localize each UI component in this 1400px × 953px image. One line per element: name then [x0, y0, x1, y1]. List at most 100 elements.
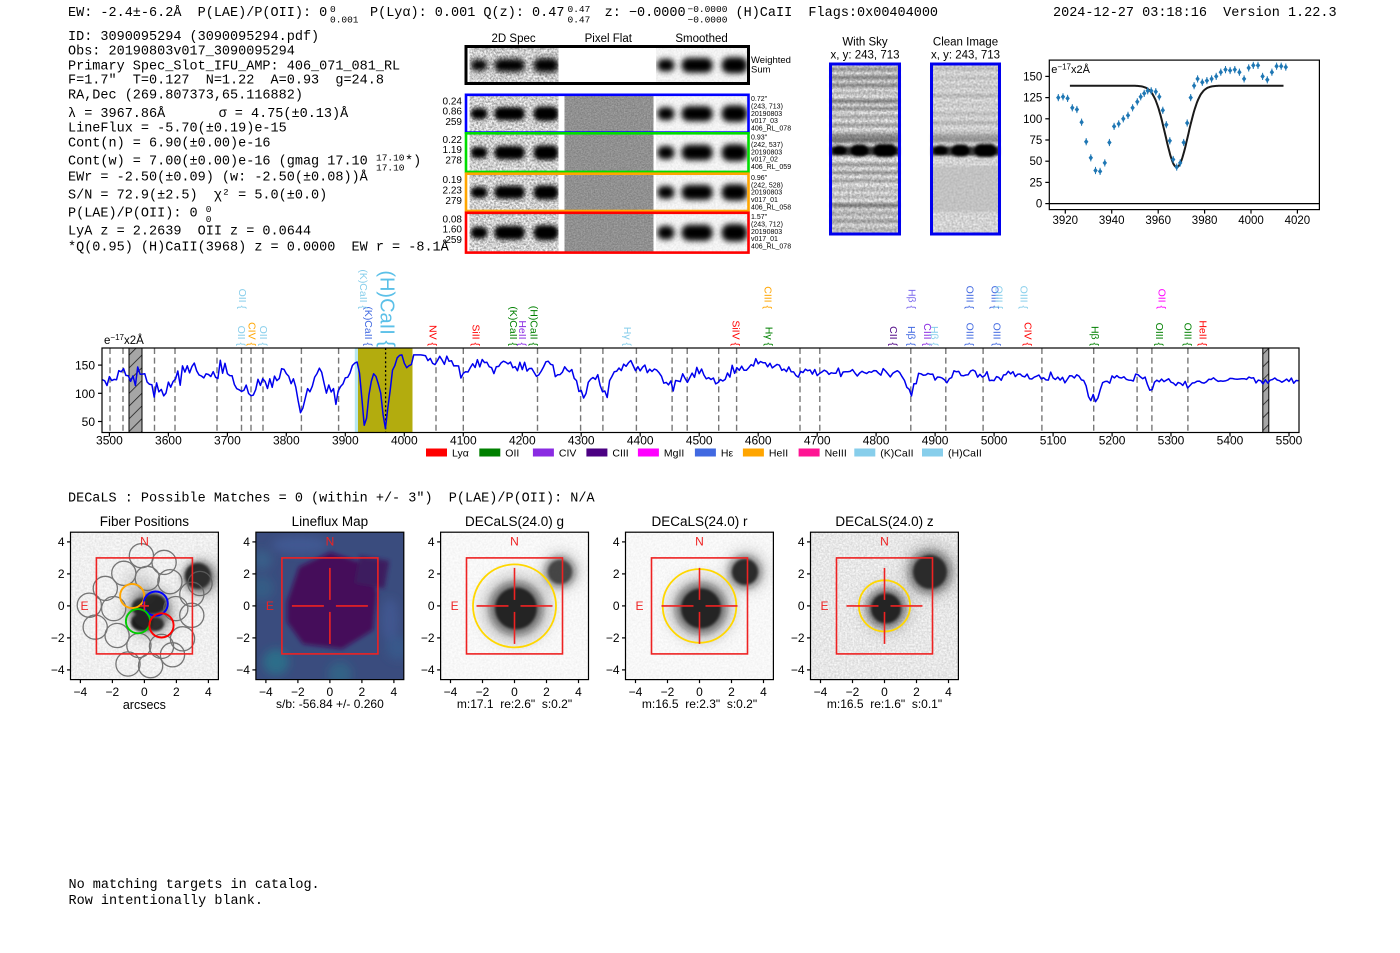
svg-text:OII {: OII {	[235, 326, 247, 347]
svg-text:v017_01: v017_01	[751, 236, 778, 243]
svg-text:2: 2	[613, 567, 620, 581]
svg-text:HeII {: HeII {	[1197, 320, 1209, 346]
svg-text:4900: 4900	[922, 434, 949, 448]
svg-text:(242, 537): (242, 537)	[751, 142, 783, 149]
svg-text:Obs: 20190803v017_3090095294: Obs: 20190803v017_3090095294	[68, 45, 295, 60]
svg-text:m:16.5 re:2.3" s:0.2": m:16.5 re:2.3" s:0.2"	[642, 697, 757, 711]
svg-text:4: 4	[945, 685, 952, 699]
svg-text:m:17.1 re:2.6" s:0.2": m:17.1 re:2.6" s:0.2"	[457, 697, 572, 711]
svg-text:259: 259	[445, 117, 462, 128]
svg-text:Lyα: Lyα	[452, 448, 469, 460]
svg-text:20190803: 20190803	[751, 111, 782, 118]
svg-text:3800: 3800	[273, 434, 300, 448]
svg-text:(K)CaII: (K)CaII	[880, 448, 913, 460]
svg-text:(243, 713): (243, 713)	[751, 103, 783, 110]
svg-text:RA,Dec (269.807373,65.116882): RA,Dec (269.807373,65.116882)	[68, 89, 303, 104]
svg-text:2: 2	[543, 685, 550, 699]
svg-text:4200: 4200	[509, 434, 536, 448]
svg-text:0.93": 0.93"	[751, 135, 768, 142]
svg-text:Lineflux Map: Lineflux Map	[292, 514, 369, 529]
svg-text:Cont(w) = 7.00(±0.00)e-16 (gma: Cont(w) = 7.00(±0.00)e-16 (gmag 17.10	[68, 155, 368, 170]
svg-text:MgII: MgII	[664, 448, 684, 460]
svg-text:0: 0	[1036, 199, 1042, 211]
svg-text:2: 2	[359, 685, 366, 699]
svg-text:3920: 3920	[1053, 215, 1079, 227]
svg-text:CIV: CIV	[559, 448, 577, 460]
svg-text:E: E	[81, 599, 89, 613]
svg-text:OII {: OII {	[236, 289, 248, 310]
svg-text:−2: −2	[291, 685, 305, 699]
svg-text:4: 4	[760, 685, 767, 699]
svg-text:5400: 5400	[1217, 434, 1244, 448]
svg-text:E: E	[451, 599, 459, 613]
svg-text:P(Lyα): 0.001 Q(z): 0.47: P(Lyα): 0.001 Q(z): 0.47	[370, 6, 564, 21]
svg-text:17.10: 17.10	[376, 163, 405, 174]
svg-text:20190803: 20190803	[751, 229, 782, 236]
svg-text:(H)CaII {: (H)CaII {	[375, 270, 397, 347]
svg-text:2: 2	[243, 567, 250, 581]
svg-text:arcsecs: arcsecs	[123, 698, 166, 712]
svg-text:5500: 5500	[1276, 434, 1303, 448]
svg-text:LyA z = 2.2639 OII z = 0.0644: LyA z = 2.2639 OII z = 0.0644	[68, 225, 311, 240]
svg-text:2: 2	[428, 567, 435, 581]
svg-text:−4: −4	[421, 663, 435, 677]
svg-text:N: N	[326, 535, 335, 549]
svg-text:0.86: 0.86	[443, 107, 463, 118]
svg-text:0: 0	[511, 685, 518, 699]
svg-text:OIII {: OIII {	[1018, 286, 1030, 310]
svg-text:Hβ {: Hβ {	[928, 326, 940, 347]
svg-text:λ = 3967.86Å: λ = 3967.86Å	[68, 107, 166, 122]
svg-text:Hγ {: Hγ {	[621, 327, 633, 347]
svg-text:5300: 5300	[1158, 434, 1185, 448]
svg-text:(243, 712): (243, 712)	[751, 221, 783, 228]
svg-text:EW: -2.4±-6.2Å P(LAE)/P(OII):: EW: -2.4±-6.2Å P(LAE)/P(OII): 0	[68, 6, 327, 21]
svg-text:4: 4	[575, 685, 582, 699]
svg-text:N: N	[880, 535, 889, 549]
svg-text:HeII {: HeII {	[516, 320, 528, 346]
svg-text:406_RL_078: 406_RL_078	[751, 126, 791, 133]
svg-text:(H)CaII Flags:0x00404000: (H)CaII Flags:0x00404000	[736, 6, 939, 21]
svg-text:−2: −2	[791, 631, 805, 645]
svg-text:Hβ {: Hβ {	[1089, 326, 1101, 347]
svg-text:Cont(n) = 6.90(±0.00)e-16: Cont(n) = 6.90(±0.00)e-16	[68, 137, 271, 152]
svg-text:2: 2	[173, 685, 180, 699]
svg-text:1.19: 1.19	[443, 145, 463, 156]
svg-text:N: N	[695, 535, 704, 549]
svg-text:−2: −2	[236, 631, 250, 645]
svg-text:e−17x2Å: e−17x2Å	[104, 333, 144, 347]
svg-text:−2: −2	[846, 685, 860, 699]
svg-text:0: 0	[613, 599, 620, 613]
svg-text:125: 125	[1023, 93, 1042, 105]
svg-text:Hβ {: Hβ {	[906, 289, 918, 310]
svg-text:No matching targets in catalog: No matching targets in catalog.	[69, 878, 320, 893]
svg-text:E: E	[266, 599, 274, 613]
svg-text:Sum: Sum	[751, 65, 771, 76]
svg-text:0: 0	[58, 599, 65, 613]
svg-text:0: 0	[206, 214, 212, 225]
svg-text:−2: −2	[606, 631, 620, 645]
svg-text:4500: 4500	[686, 434, 713, 448]
svg-text:0.22: 0.22	[443, 135, 463, 146]
svg-text:1.57": 1.57"	[751, 214, 768, 221]
svg-text:0.47: 0.47	[568, 15, 591, 26]
svg-text:−4: −4	[791, 663, 805, 677]
svg-text:*): *)	[405, 155, 421, 170]
svg-text:x, y: 243, 713: x, y: 243, 713	[830, 50, 899, 62]
svg-text:CIV {: CIV {	[1021, 322, 1033, 346]
svg-text:x, y: 243, 713: x, y: 243, 713	[931, 50, 1000, 62]
svg-text:OIII {: OIII {	[1182, 323, 1194, 347]
svg-text:0.96": 0.96"	[751, 175, 768, 182]
svg-text:0: 0	[798, 599, 805, 613]
svg-text:v017_01: v017_01	[751, 197, 778, 204]
svg-text:CIII {: CIII {	[761, 286, 773, 309]
svg-text:25: 25	[1030, 177, 1043, 189]
svg-text:−4: −4	[606, 663, 620, 677]
svg-text:(H)CaII: (H)CaII	[948, 448, 982, 460]
svg-text:CIV {: CIV {	[246, 322, 258, 346]
svg-text:DECaLS : Possible Matches = 0: DECaLS : Possible Matches = 0 (within +/…	[68, 492, 595, 507]
svg-text:OIII {: OIII {	[964, 286, 976, 310]
svg-text:−4: −4	[51, 663, 65, 677]
svg-text:5200: 5200	[1099, 434, 1126, 448]
svg-text:OIII {: OIII {	[1153, 323, 1165, 347]
svg-text:3700: 3700	[214, 434, 241, 448]
